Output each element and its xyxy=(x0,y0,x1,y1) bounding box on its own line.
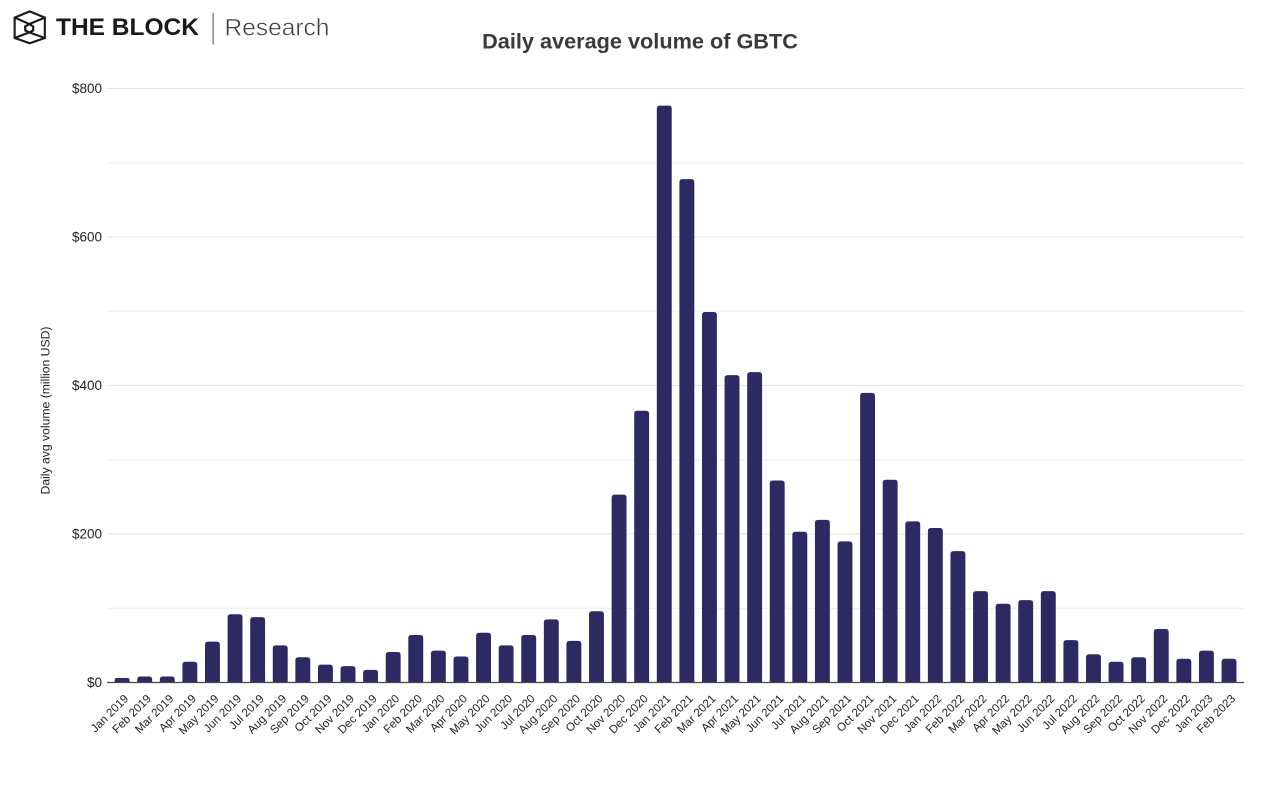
svg-text:Research: Research xyxy=(225,15,330,42)
svg-text:$200: $200 xyxy=(72,527,102,542)
svg-text:$400: $400 xyxy=(72,378,102,393)
svg-text:Daily avg volume (million USD): Daily avg volume (million USD) xyxy=(38,327,52,495)
svg-text:THE BLOCK: THE BLOCK xyxy=(56,14,199,41)
svg-text:Daily average volume of GBTC: Daily average volume of GBTC xyxy=(482,29,798,54)
svg-text:$600: $600 xyxy=(72,230,102,245)
svg-text:$800: $800 xyxy=(72,81,102,96)
svg-text:$0: $0 xyxy=(87,675,102,690)
